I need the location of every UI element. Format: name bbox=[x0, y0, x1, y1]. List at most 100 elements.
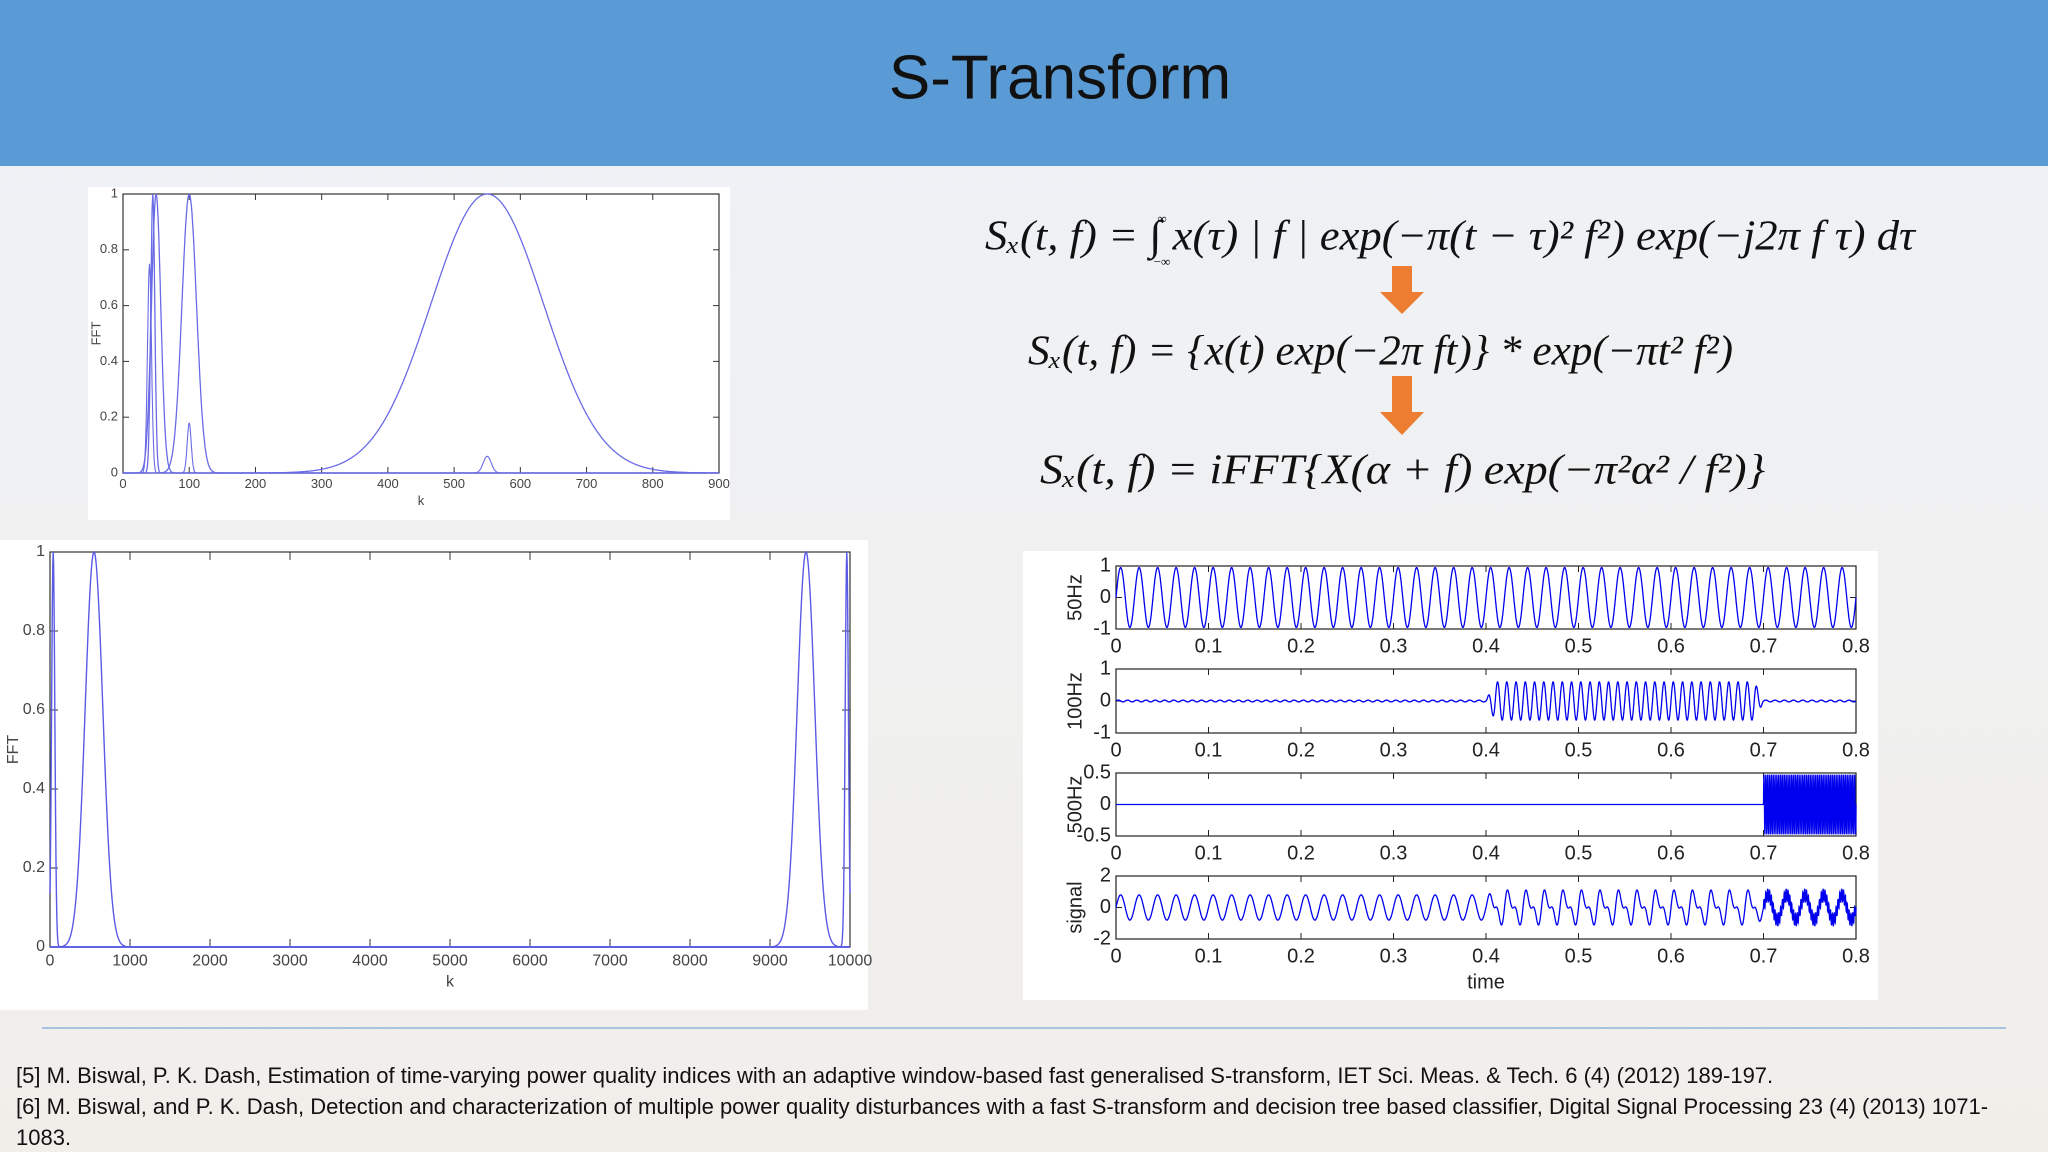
x-tick-label: 9000 bbox=[752, 953, 788, 970]
y-tick-label: 0.8 bbox=[100, 241, 118, 256]
x-tick-label: 0.6 bbox=[1657, 842, 1685, 864]
x-tick-label: 3000 bbox=[272, 953, 308, 970]
x-tick-label: 0.3 bbox=[1380, 739, 1408, 761]
y-tick-label: 0.4 bbox=[100, 353, 118, 368]
title: S-Transform bbox=[889, 43, 1231, 112]
y-tick-label: 0 bbox=[1100, 689, 1111, 711]
x-tick-label: 800 bbox=[642, 476, 664, 491]
x-tick-label: 2000 bbox=[192, 953, 228, 970]
x-tick-label: 10000 bbox=[828, 953, 873, 970]
x-tick-label: 0.8 bbox=[1842, 635, 1870, 657]
integral-limit: −∞ bbox=[1154, 254, 1171, 269]
equation: Sₓ(t, f) = ∫ x(τ) | f | exp(−π(t − τ)² f… bbox=[985, 214, 1917, 262]
y-tick-label: 1 bbox=[1100, 554, 1111, 576]
y-tick-label: -1 bbox=[1093, 721, 1111, 743]
y-tick-label: 0 bbox=[36, 938, 45, 955]
equation: Sₓ(t, f) = iFFT{X(α + f) exp(−π²α² / f²)… bbox=[1040, 448, 1765, 494]
y-tick-label: 1 bbox=[1100, 657, 1111, 679]
x-tick-label: 0.5 bbox=[1565, 842, 1593, 864]
x-tick-label: 0.1 bbox=[1195, 945, 1223, 967]
x-tick-label: 0 bbox=[1110, 842, 1121, 864]
x-tick-label: 0.6 bbox=[1657, 945, 1685, 967]
x-tick-label: 0.5 bbox=[1565, 739, 1593, 761]
y-tick-label: 0.4 bbox=[23, 780, 45, 797]
x-tick-label: 0.2 bbox=[1287, 842, 1315, 864]
x-tick-label: 0.2 bbox=[1287, 945, 1315, 967]
x-tick-label: 7000 bbox=[592, 953, 628, 970]
curve bbox=[1115, 681, 1857, 721]
axes-frame bbox=[49, 551, 851, 948]
x-tick-label: 100 bbox=[178, 476, 200, 491]
y-tick-label: 2 bbox=[1100, 864, 1111, 886]
x-tick-label: 6000 bbox=[512, 953, 548, 970]
x-tick-label: 900 bbox=[708, 476, 730, 491]
x-tick-label: 0 bbox=[46, 953, 55, 970]
x-tick-label: 0.6 bbox=[1657, 739, 1685, 761]
x-tick-label: 0.1 bbox=[1195, 635, 1223, 657]
y-axis-label: signal bbox=[1064, 881, 1086, 933]
x-tick-label: 0.2 bbox=[1287, 635, 1315, 657]
x-tick-label: 0.3 bbox=[1380, 635, 1408, 657]
y-axis-label: 50Hz bbox=[1064, 574, 1086, 621]
y-tick-label: 0.5 bbox=[1083, 761, 1111, 783]
x-tick-label: 200 bbox=[245, 476, 267, 491]
equation: Sₓ(t, f) = {x(t) exp(−2π ft)} * exp(−πt²… bbox=[1028, 329, 1733, 375]
x-tick-label: 0.7 bbox=[1750, 842, 1778, 864]
y-tick-label: -0.5 bbox=[1077, 824, 1111, 846]
x-tick-label: 0 bbox=[119, 476, 126, 491]
header-bar bbox=[0, 0, 2048, 166]
y-tick-label: 0.6 bbox=[23, 701, 45, 718]
x-tick-label: 0.5 bbox=[1565, 635, 1593, 657]
x-tick-label: 0.4 bbox=[1472, 635, 1500, 657]
y-axis-label: 100Hz bbox=[1064, 672, 1086, 730]
x-tick-label: 4000 bbox=[352, 953, 388, 970]
y-tick-label: 0 bbox=[1100, 586, 1111, 608]
x-tick-label: 0.7 bbox=[1750, 739, 1778, 761]
x-tick-label: 0 bbox=[1110, 739, 1121, 761]
x-tick-label: 400 bbox=[377, 476, 399, 491]
curve bbox=[50, 551, 851, 948]
x-tick-label: 0.1 bbox=[1195, 739, 1223, 761]
y-tick-label: 0 bbox=[1100, 793, 1111, 815]
y-tick-label: 0 bbox=[1100, 896, 1111, 918]
arrow bbox=[1380, 376, 1424, 435]
x-tick-label: 500 bbox=[443, 476, 465, 491]
y-axis-label: FFT bbox=[5, 735, 22, 765]
x-axis-label: k bbox=[446, 973, 455, 990]
y-tick-label: -1 bbox=[1093, 617, 1111, 639]
x-tick-label: 0.4 bbox=[1472, 739, 1500, 761]
reference: [5] M. Biswal, P. K. Dash, Estimation of… bbox=[16, 1063, 1774, 1088]
y-tick-label: 1 bbox=[111, 185, 118, 200]
x-tick-label: 0.8 bbox=[1842, 842, 1870, 864]
x-tick-label: 0.2 bbox=[1287, 739, 1315, 761]
x-tick-label: 0.3 bbox=[1380, 842, 1408, 864]
x-tick-label: 0.4 bbox=[1472, 945, 1500, 967]
y-tick-label: 0 bbox=[111, 464, 118, 479]
x-tick-label: 300 bbox=[311, 476, 333, 491]
x-axis-label: time bbox=[1467, 971, 1505, 993]
x-tick-label: 0.1 bbox=[1195, 842, 1223, 864]
x-tick-label: 0.7 bbox=[1750, 945, 1778, 967]
x-tick-label: 8000 bbox=[672, 953, 708, 970]
y-axis-label: FFT bbox=[88, 322, 103, 346]
y-tick-label: 0.2 bbox=[23, 859, 45, 876]
curve bbox=[1115, 566, 1857, 629]
x-tick-label: 700 bbox=[576, 476, 598, 491]
x-tick-label: 0.8 bbox=[1842, 739, 1870, 761]
x-tick-label: 1000 bbox=[112, 953, 148, 970]
x-tick-label: 0 bbox=[1110, 635, 1121, 657]
y-axis-label: 500Hz bbox=[1064, 776, 1086, 834]
x-tick-label: 0.6 bbox=[1657, 635, 1685, 657]
x-tick-label: 600 bbox=[509, 476, 531, 491]
curve bbox=[1116, 774, 1857, 835]
x-axis-label: k bbox=[418, 493, 425, 508]
y-tick-label: 0.6 bbox=[100, 297, 118, 312]
x-tick-label: 5000 bbox=[432, 953, 468, 970]
curve bbox=[1115, 888, 1857, 927]
integral-limit: ∞ bbox=[1157, 211, 1166, 226]
y-tick-label: -2 bbox=[1093, 927, 1111, 949]
curve bbox=[123, 263, 719, 474]
x-tick-label: 0 bbox=[1110, 945, 1121, 967]
reference: [6] M. Biswal, and P. K. Dash, Detection… bbox=[16, 1094, 1989, 1150]
